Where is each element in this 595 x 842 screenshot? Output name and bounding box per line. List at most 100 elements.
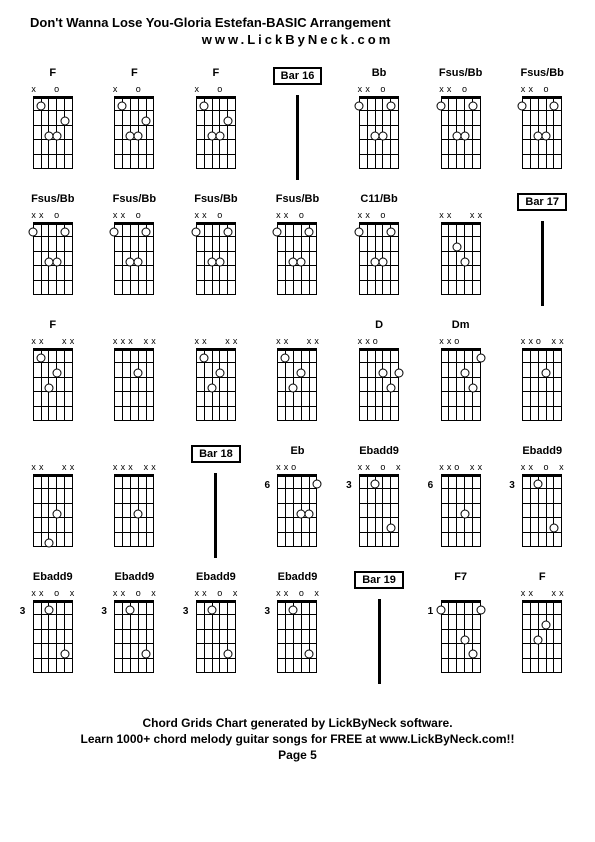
footer-line-1: Chord Grids Chart generated by LickByNec… [15, 716, 580, 730]
fretboard: xxo [436, 336, 486, 421]
chord-label: Ebadd9 [278, 571, 318, 585]
chord-grid: FxoFxoFxoBar 16BbxxoFsus/BbxxoFsus/Bbxxo… [15, 67, 580, 691]
fretboard: xxox3 [191, 588, 241, 673]
fretboard: xxxx [272, 336, 322, 421]
fretboard: xxo [354, 210, 404, 295]
chord-diagram: Fsus/Bb xxo [504, 67, 580, 187]
chord-label: F [49, 67, 56, 81]
chord-diagram: Fxo [15, 67, 91, 187]
bar-label: Bar 16 [273, 67, 323, 85]
chord-label: Fsus/Bb [194, 193, 237, 207]
bar-marker: Bar 18 [178, 445, 254, 565]
bar-line [214, 473, 217, 558]
chord-label: Ebadd9 [359, 445, 399, 459]
fretboard: xxxx [28, 462, 78, 547]
chord-diagram: Fsus/Bb xxo [15, 193, 91, 313]
page-footer: Chord Grids Chart generated by LickByNec… [15, 716, 580, 762]
chord-diagram: Fsus/Bb xxo [178, 193, 254, 313]
chord-diagram: Fsus/Bb xxo [260, 193, 336, 313]
chord-diagram: xxoxx [504, 319, 580, 439]
chord-diagram: Ebadd9 xxox3 [15, 571, 91, 691]
chord-diagram: Bbxxo [341, 67, 417, 187]
fretboard: xxxx [517, 588, 567, 673]
chord-diagram: xxxxx [97, 319, 173, 439]
chord-diagram: xxxx [423, 193, 499, 313]
chord-label: F [539, 571, 546, 585]
chord-diagram: xxxx [178, 319, 254, 439]
bar-label: Bar 19 [354, 571, 404, 589]
fretboard: xxox3 [28, 588, 78, 673]
fretboard: xxo [517, 84, 567, 169]
fretboard: xxo [109, 210, 159, 295]
chord-diagram: Fsus/Bb xxo [423, 67, 499, 187]
chord-label: Fsus/Bb [439, 67, 482, 81]
fretboard: xo [109, 84, 159, 169]
chord-diagram: C11/Bb xxo [341, 193, 417, 313]
chord-label: Dm [452, 319, 470, 333]
fretboard: 1 [436, 588, 486, 673]
chord-diagram: Fxxxx [15, 319, 91, 439]
fretboard: xxox3 [517, 462, 567, 547]
fretboard: xxxxx [109, 462, 159, 547]
fretboard: xxxx [191, 336, 241, 421]
chord-diagram: Dxxo [341, 319, 417, 439]
chord-label: F [213, 67, 220, 81]
bar-marker: Bar 16 [260, 67, 336, 187]
footer-line-3: Page 5 [15, 748, 580, 762]
bar-line [541, 221, 544, 306]
chord-diagram: Dm xxo [423, 319, 499, 439]
chord-diagram: Ebadd9 xxox3 [504, 445, 580, 565]
chord-label: Fsus/Bb [113, 193, 156, 207]
chord-diagram: F71 [423, 571, 499, 691]
fretboard: xxox3 [354, 462, 404, 547]
chord-label: Ebadd9 [522, 445, 562, 459]
chord-diagram: Ebadd9xxox3 [178, 571, 254, 691]
chord-diagram: xxxx [15, 445, 91, 565]
fretboard: xxox3 [272, 588, 322, 673]
fretboard: xxo [272, 210, 322, 295]
page-subtitle: www.LickByNeck.com [15, 32, 580, 47]
fretboard: xxoxx6 [436, 462, 486, 547]
bar-marker: Bar 19 [341, 571, 417, 691]
bar-marker: Bar 17 [504, 193, 580, 313]
chord-diagram: Fxo [178, 67, 254, 187]
chord-diagram: xxoxx6 [423, 445, 499, 565]
chord-label: F [49, 319, 56, 333]
chord-diagram: xxxx [260, 319, 336, 439]
chord-label: C11/Bb [360, 193, 397, 207]
chord-label: Fsus/Bb [521, 67, 564, 81]
chord-label: F [131, 67, 138, 81]
fretboard: xxo6 [272, 462, 322, 547]
bar-label: Bar 18 [191, 445, 241, 463]
chord-label: Fsus/Bb [276, 193, 319, 207]
chord-diagram: Fxxxx [504, 571, 580, 691]
fretboard: xo [191, 84, 241, 169]
chord-diagram: Eb xxo6 [260, 445, 336, 565]
footer-line-2: Learn 1000+ chord melody guitar songs fo… [15, 732, 580, 746]
chord-diagram: Fxo [97, 67, 173, 187]
chord-label: Eb [290, 445, 304, 459]
fretboard: xxoxx [517, 336, 567, 421]
fretboard: xxxxx [109, 336, 159, 421]
page-title: Don't Wanna Lose You-Gloria Estefan-BASI… [30, 15, 580, 30]
chord-diagram: Ebadd9 xxox3 [341, 445, 417, 565]
fretboard: xxo [354, 336, 404, 421]
bar-line [296, 95, 299, 180]
fretboard: xxo [191, 210, 241, 295]
chord-label: F7 [454, 571, 467, 585]
chord-diagram: Fsus/Bb xxo [97, 193, 173, 313]
chord-label: Bb [372, 67, 387, 81]
chord-label: Fsus/Bb [31, 193, 74, 207]
bar-line [378, 599, 381, 684]
chord-label: D [375, 319, 383, 333]
fretboard: xxxx [28, 336, 78, 421]
fretboard: xxo [436, 84, 486, 169]
chord-diagram: xxxxx [97, 445, 173, 565]
fretboard: xxxx [436, 210, 486, 295]
bar-label: Bar 17 [517, 193, 567, 211]
chord-label: Ebadd9 [114, 571, 154, 585]
chord-diagram: Ebadd9 xxox3 [97, 571, 173, 691]
fretboard: xxox3 [109, 588, 159, 673]
fretboard: xxo [28, 210, 78, 295]
chord-label: Ebadd9 [33, 571, 73, 585]
